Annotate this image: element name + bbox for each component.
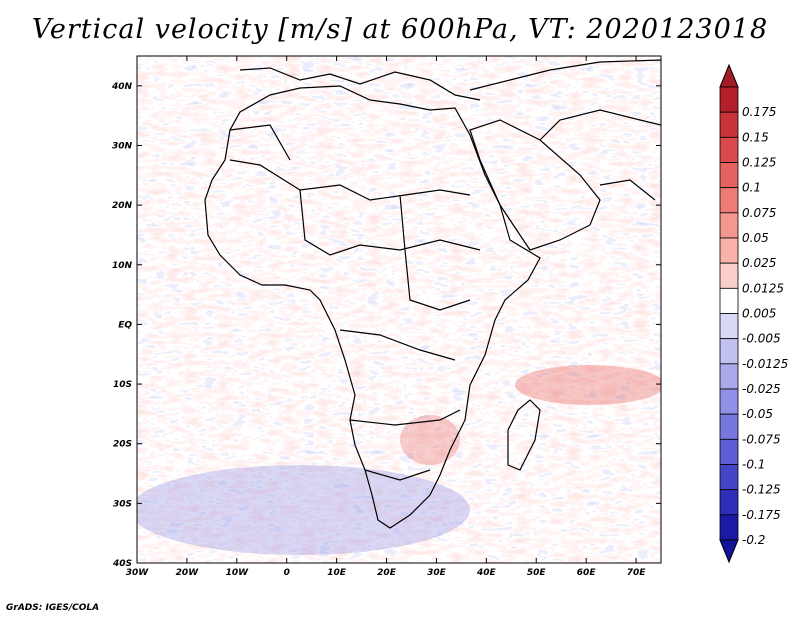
lon-tick-label: 40E bbox=[476, 568, 497, 578]
colorbar-bin bbox=[719, 313, 739, 340]
colorbar-bin bbox=[719, 388, 739, 415]
colorbar-label: -0.005 bbox=[742, 332, 781, 346]
colorbar-bin bbox=[719, 438, 739, 465]
lat-tick-label: 10N bbox=[112, 261, 133, 271]
colorbar-bin bbox=[719, 413, 739, 440]
colorbar-bin bbox=[719, 162, 739, 189]
grads-credit: GrADS: IGES/COLA bbox=[6, 603, 100, 613]
lon-tick-label: 10E bbox=[327, 568, 347, 578]
lon-tick-label: 10W bbox=[226, 568, 250, 578]
colorbar-label: 0.125 bbox=[742, 156, 776, 170]
indian-ocean-ascent bbox=[515, 365, 661, 405]
colorbar-bin bbox=[719, 287, 739, 314]
lat-tick-label: 30N bbox=[112, 141, 133, 151]
colorbar-bin bbox=[719, 489, 739, 516]
colorbar-label: 0.025 bbox=[742, 256, 776, 270]
colorbar-label: 0.0125 bbox=[742, 281, 784, 295]
colorbar-label: -0.025 bbox=[742, 382, 781, 396]
colorbar-bin bbox=[719, 136, 739, 163]
colorbar-label: 0.175 bbox=[742, 105, 776, 119]
colorbar-label: 0.1 bbox=[742, 181, 761, 195]
colorbar-bin bbox=[719, 86, 739, 113]
colorbar-label: 0.075 bbox=[742, 206, 776, 220]
colorbar-label: 0.15 bbox=[742, 130, 769, 144]
lat-tick-label: 10S bbox=[113, 380, 132, 390]
colorbar-bin bbox=[719, 363, 739, 390]
lon-tick-label: 30W bbox=[126, 568, 150, 578]
lat-tick-label: 30S bbox=[113, 499, 132, 509]
colorbar-bottom-arrow bbox=[719, 539, 739, 564]
map-frame bbox=[136, 55, 662, 564]
colorbar-label: 0.05 bbox=[742, 231, 769, 245]
colorbar-label: -0.0125 bbox=[742, 357, 788, 371]
southern-africa-ascent bbox=[400, 415, 460, 465]
coastlines bbox=[204, 59, 661, 529]
lon-tick-label: 70E bbox=[627, 568, 647, 578]
lon-tick-label: 60E bbox=[577, 568, 597, 578]
colorbar-bin bbox=[719, 514, 739, 541]
colorbar-label: -0.2 bbox=[742, 533, 765, 547]
colorbar-bin bbox=[719, 237, 739, 264]
lon-tick-label: 20E bbox=[377, 568, 397, 578]
colorbar-bin bbox=[719, 464, 739, 491]
colorbar-bin bbox=[719, 262, 739, 289]
southern-ocean-subsidence bbox=[137, 465, 470, 555]
colorbar-bin bbox=[719, 338, 739, 365]
lat-tick-label: 40S bbox=[112, 559, 132, 569]
lon-tick-label: 50E bbox=[527, 568, 547, 578]
map-field bbox=[137, 56, 661, 563]
colorbar-bin bbox=[719, 111, 739, 138]
lon-tick-label: 0 bbox=[284, 568, 290, 578]
colorbar-label: -0.175 bbox=[742, 508, 781, 522]
map-title: Vertical velocity [m/s] at 600hPa, VT: 2… bbox=[31, 14, 769, 45]
lat-tick-label: 40N bbox=[111, 82, 133, 92]
lon-tick-label: 20W bbox=[176, 568, 200, 578]
colorbar-label: -0.125 bbox=[742, 483, 781, 497]
axis-ticks: 30W 20W 10W 0 10E 20E 30E 40E 50E 60E 70E 40N 30N 20N… bbox=[111, 56, 661, 578]
colorbar-label: -0.05 bbox=[742, 407, 773, 421]
colorbar: 0.175 0.15 0.125 0.1 0.075 0.05 0.025 0.0125 0.0… bbox=[719, 63, 788, 564]
lat-tick-label: 20N bbox=[112, 201, 133, 211]
colorbar-label: 0.005 bbox=[742, 307, 776, 321]
colorbar-bin bbox=[719, 212, 739, 239]
lat-tick-label: 20S bbox=[113, 440, 132, 450]
colorbar-label: -0.075 bbox=[742, 432, 781, 446]
colorbar-bin bbox=[719, 187, 739, 214]
colorbar-label: -0.1 bbox=[742, 458, 765, 472]
colorbar-top-arrow bbox=[719, 63, 739, 88]
lat-tick-label: EQ bbox=[118, 320, 132, 330]
lon-tick-label: 30E bbox=[427, 568, 447, 578]
